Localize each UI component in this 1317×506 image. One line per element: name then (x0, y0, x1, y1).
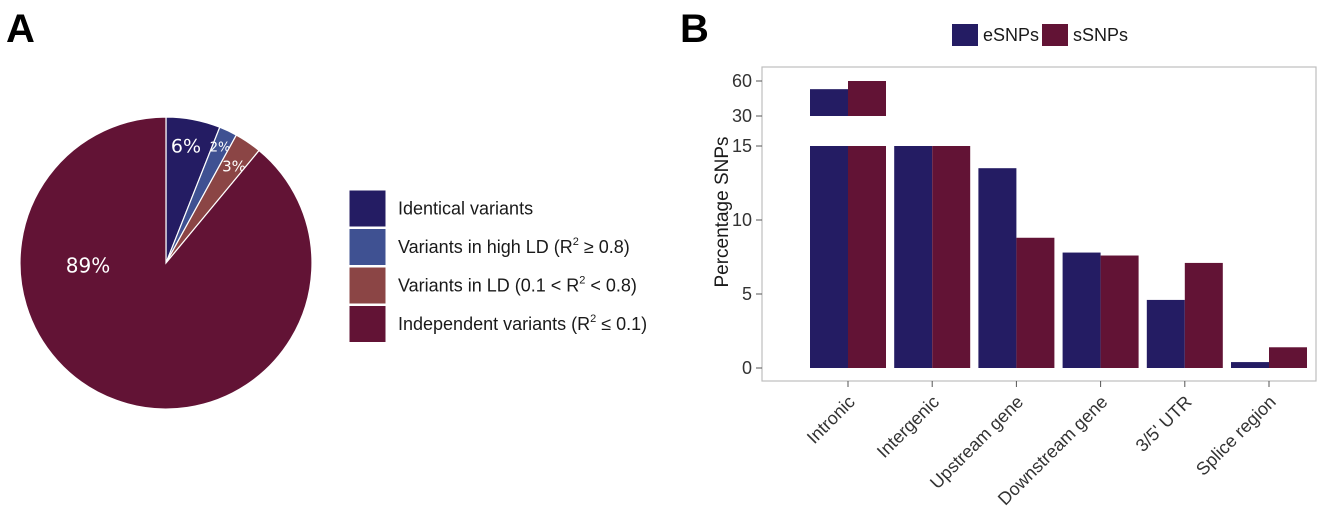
bar (894, 146, 933, 368)
bar (1184, 262, 1223, 368)
legend-swatch (348, 228, 387, 266)
pie-legend: Identical variants Variants in high LD (R… (348, 189, 647, 343)
x-tick-label: Intergenic (873, 392, 943, 462)
legend-swatch (348, 189, 387, 228)
legend-label: Independent variants (R2 ≤ 0.1) (398, 313, 647, 334)
bar (848, 81, 886, 116)
legend-swatch (348, 305, 387, 343)
bar (1016, 237, 1055, 368)
bar (1269, 347, 1307, 368)
pie-slice-label: 6% (171, 136, 201, 158)
legend-label: eSNPs (983, 25, 1039, 45)
pie-slice-label: 3% (222, 158, 246, 176)
legend-swatch (952, 24, 978, 46)
y-tick-label: 0 (742, 358, 752, 378)
bar (1146, 299, 1185, 368)
legend-label: Identical variants (398, 199, 533, 219)
bar (1100, 255, 1139, 368)
pie-chart: 6% 2% 3% 89% (19, 116, 313, 410)
legend-swatch (1042, 24, 1068, 46)
y-tick-label: 30 (732, 106, 752, 126)
legend-label: Variants in LD (0.1 < R2 < 0.8) (398, 275, 637, 296)
pie-slice-label: 89% (66, 254, 110, 278)
x-tick-label: Splice region (1192, 392, 1280, 480)
legend-swatch (348, 266, 387, 305)
x-tick-label: 3/5' UTR (1132, 392, 1196, 456)
pie-slice-label: 2% (210, 141, 231, 156)
plot-frame (761, 66, 1317, 382)
legend-label: Variants in high LD (R2 ≥ 0.8) (398, 236, 630, 257)
bar (978, 168, 1017, 368)
y-axis-title: Percentage SNPs (712, 136, 733, 287)
bar (810, 146, 848, 368)
panel-b-letter: B (680, 7, 709, 51)
bar (932, 146, 971, 368)
y-tick-label: 60 (732, 71, 752, 91)
y-tick-label: 15 (732, 136, 752, 156)
panel-a-letter: A (6, 7, 35, 51)
legend-label: sSNPs (1073, 25, 1128, 45)
bar (1062, 252, 1101, 368)
x-tick-label: Intronic (803, 392, 859, 448)
bar (810, 89, 848, 116)
y-tick-label: 10 (732, 210, 752, 230)
bar-chart: 0 5 10 15 30 60 Percentage SNPs Intronic Interge… (712, 24, 1317, 506)
y-tick-label: 5 (742, 284, 752, 304)
bar (848, 146, 886, 368)
bar (1231, 362, 1269, 368)
pie-slice (19, 116, 313, 410)
